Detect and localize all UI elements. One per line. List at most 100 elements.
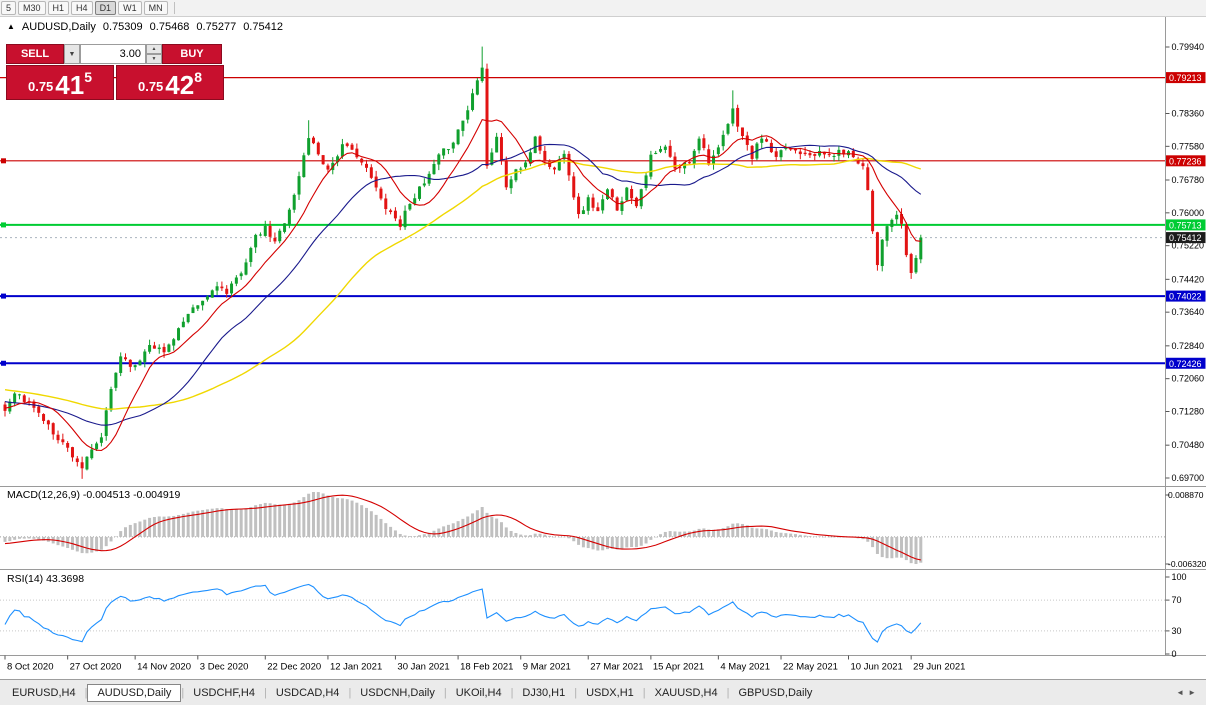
candle-body: [244, 262, 248, 275]
candle-body: [148, 345, 152, 352]
candle-body: [890, 219, 894, 228]
chart-tab-usdx-h1[interactable]: USDX,H1: [586, 686, 634, 699]
macd-bar: [297, 500, 301, 537]
candle-body: [601, 199, 605, 211]
macd-bar: [311, 492, 315, 537]
candle-body: [8, 401, 12, 412]
rsi-scale-label: 0: [1172, 649, 1177, 659]
macd-bar: [389, 526, 393, 537]
timeframe-button-h1[interactable]: H1: [47, 1, 70, 15]
candle-body: [413, 198, 417, 204]
macd-bar: [157, 516, 161, 537]
macd-bar: [702, 528, 706, 537]
macd-bar: [499, 522, 503, 537]
buy-button[interactable]: BUY: [162, 44, 222, 64]
candle-body: [471, 93, 475, 110]
chart-title: ▲ AUDUSD,Daily 0.75309 0.75468 0.75277 0…: [7, 21, 283, 33]
candle-body: [162, 346, 166, 353]
macd-bar: [109, 536, 113, 542]
macd-bar: [552, 536, 556, 538]
macd-bar: [398, 533, 402, 537]
level-line-handle[interactable]: [1, 360, 6, 366]
chart-background[interactable]: [0, 17, 1206, 679]
volume-decrease-button[interactable]: ▼: [146, 54, 162, 64]
sell-price-display[interactable]: 0.75 41 5: [6, 65, 114, 100]
candle-body: [712, 155, 716, 165]
rsi-scale-label: 30: [1172, 626, 1182, 636]
price-scale-label: 0.70480: [1172, 440, 1205, 450]
chart-tab-dj30-h1[interactable]: DJ30,H1: [522, 686, 566, 699]
price-scale[interactable]: 0.79940 0.78360 0.77580 0.76780 0.76000 0.752…: [1165, 42, 1206, 659]
candle-body: [177, 328, 181, 341]
candle-body: [789, 148, 793, 150]
timeframe-button-5[interactable]: 5: [1, 1, 17, 15]
chart-tab-usdchf-h4[interactable]: USDCHF,H4: [193, 686, 255, 699]
price-scale-label: 0.75220: [1172, 241, 1205, 251]
macd-bar: [567, 536, 571, 539]
candle-body: [99, 437, 103, 443]
level-line-handle[interactable]: [1, 222, 6, 228]
chart-tab-audusd-daily[interactable]: AUDUSD,Daily: [87, 683, 182, 702]
candle-body: [345, 143, 349, 146]
price-chart[interactable]: 0.799400.783600.775800.767800.760000.752…: [0, 17, 1206, 679]
price-tag-text: 0.72426: [1169, 359, 1202, 369]
macd-bar: [668, 531, 672, 537]
timeframe-button-m30[interactable]: M30: [18, 1, 46, 15]
candle-body: [191, 307, 195, 314]
macd-bar: [27, 536, 31, 539]
candle-body: [297, 176, 301, 195]
time-axis[interactable]: 8 Oct 2020 27 Oct 2020 14 Nov 2020 3 Dec 20…: [4, 655, 965, 673]
macd-bar: [827, 536, 831, 538]
candle-body: [220, 286, 224, 289]
sell-button[interactable]: SELL: [6, 44, 64, 64]
candle-body: [499, 137, 503, 160]
chart-tab-usdcnh-daily[interactable]: USDCNH,Daily: [360, 686, 435, 699]
candle-body: [615, 197, 619, 211]
timeframe-button-w1[interactable]: W1: [118, 1, 142, 15]
macd-bar: [99, 536, 103, 550]
macd-bar: [249, 507, 253, 537]
macd-bar: [504, 527, 508, 537]
date-label: 18 Feb 2021: [460, 662, 513, 673]
level-line-handle[interactable]: [1, 293, 6, 299]
candle-body: [446, 149, 450, 151]
candle-body: [750, 145, 754, 159]
tab-scroll-right-icon[interactable]: ►: [1188, 688, 1196, 697]
macd-bar: [316, 492, 320, 537]
volume-increase-button[interactable]: ▲: [146, 44, 162, 54]
macd-bar: [331, 496, 335, 537]
timeframe-button-h4[interactable]: H4: [71, 1, 93, 15]
timeframe-button-d1[interactable]: D1: [94, 1, 117, 15]
candle-body: [649, 154, 653, 177]
chart-tab-ukoil-h4[interactable]: UKOil,H4: [455, 686, 502, 699]
price-tag-bg: [1166, 72, 1206, 84]
volume-field[interactable]: 3.00: [80, 44, 146, 64]
price-tag-text: 0.77236: [1169, 156, 1202, 166]
timeframe-button-mn[interactable]: MN: [143, 1, 168, 15]
buy-price-big: 42: [165, 69, 195, 100]
macd-bar: [610, 536, 614, 549]
macd-bar: [866, 536, 870, 542]
macd-bar: [577, 536, 581, 545]
candle-body: [321, 155, 325, 165]
chart-tab-gbpusd-daily[interactable]: GBPUSD,Daily: [738, 686, 813, 699]
volume-dropdown-button[interactable]: ▼: [64, 44, 80, 64]
tab-scroll-left-icon[interactable]: ◄: [1176, 688, 1185, 697]
macd-bar: [167, 516, 171, 537]
chart-tab-usdcad-h4[interactable]: USDCAD,H4: [275, 686, 340, 699]
macd-bar: [900, 536, 904, 558]
chart-tab-eurusd-h4[interactable]: EURUSD,H4: [12, 686, 76, 699]
candle-body: [437, 154, 441, 165]
buy-price-display[interactable]: 0.75 42 8: [116, 65, 224, 100]
macd-bar: [8, 536, 12, 542]
macd-bar: [803, 535, 807, 537]
chart-tab-xauusd-h4[interactable]: XAUUSD,H4: [654, 686, 718, 699]
macd-bar: [321, 493, 325, 537]
macd-bar: [442, 526, 446, 537]
candle-body: [577, 196, 581, 215]
candle-body: [418, 186, 422, 199]
candle-body: [871, 190, 875, 232]
one-click-collapse-triangle-icon[interactable]: ▲: [7, 22, 15, 31]
level-line-handle[interactable]: [1, 158, 6, 164]
one-click-trading-panel: SELL ▼ 3.00 ▲ ▼ BUY 0.75 41 5 0.75 42 8: [6, 44, 224, 100]
